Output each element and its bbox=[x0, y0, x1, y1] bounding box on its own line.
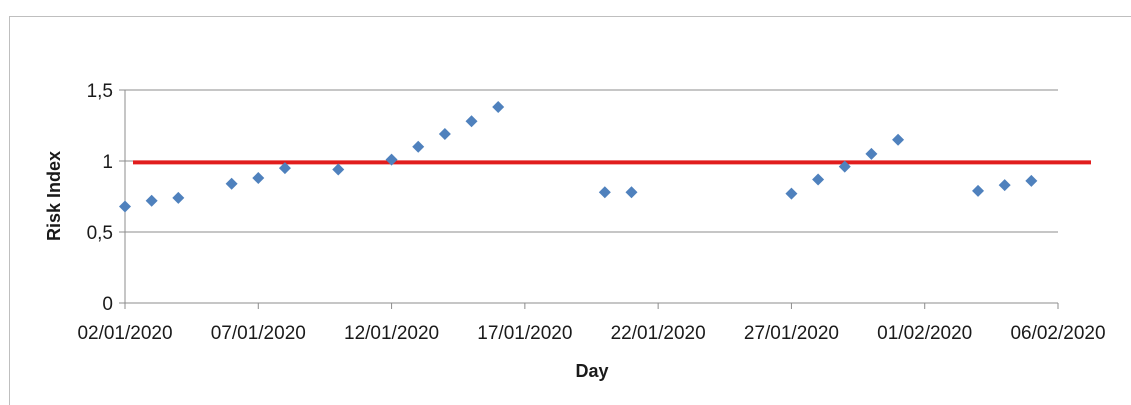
data-point bbox=[892, 133, 905, 146]
x-tick-label: 27/01/2020 bbox=[744, 323, 839, 344]
x-tick-label: 07/01/2020 bbox=[211, 323, 306, 344]
data-point bbox=[972, 184, 985, 197]
x-tick-label: 02/01/2020 bbox=[77, 323, 172, 344]
data-point bbox=[465, 115, 478, 128]
y-axis-title: Risk Index bbox=[44, 151, 64, 241]
axes bbox=[119, 89, 1059, 309]
data-point bbox=[838, 160, 851, 173]
x-tick-label: 06/02/2020 bbox=[1010, 323, 1105, 344]
data-point bbox=[438, 128, 451, 141]
x-tick-labels: 02/01/2020 07/01/2020 12/01/2020 17/01/2020… bbox=[77, 323, 1105, 344]
data-point bbox=[385, 153, 398, 166]
data-point bbox=[252, 172, 265, 185]
y-tick-label: 1,5 bbox=[87, 81, 113, 102]
y-tick-label: 0 bbox=[102, 294, 113, 315]
data-points bbox=[119, 101, 1038, 213]
chart-frame bbox=[9, 16, 1131, 405]
y-tick-label: 0,5 bbox=[87, 223, 113, 244]
x-tick-label: 01/02/2020 bbox=[877, 323, 972, 344]
data-point bbox=[1025, 174, 1038, 187]
data-point bbox=[225, 177, 238, 190]
data-point bbox=[998, 179, 1011, 192]
data-point bbox=[492, 101, 505, 114]
data-point bbox=[172, 191, 185, 204]
data-point bbox=[412, 140, 425, 153]
data-point bbox=[865, 147, 878, 160]
x-tick-label: 22/01/2020 bbox=[611, 323, 706, 344]
x-axis-title: Day bbox=[575, 361, 608, 381]
x-tick-label: 12/01/2020 bbox=[344, 323, 439, 344]
data-point bbox=[598, 186, 611, 199]
data-point bbox=[119, 200, 131, 213]
x-tick-label: 17/01/2020 bbox=[477, 323, 572, 344]
data-point bbox=[332, 163, 345, 176]
data-point bbox=[812, 173, 825, 186]
data-point bbox=[625, 186, 638, 199]
y-tick-labels: 0 0,5 1 1,5 bbox=[87, 81, 113, 315]
data-point bbox=[785, 187, 798, 200]
data-point bbox=[278, 162, 291, 175]
y-tick-label: 1 bbox=[102, 152, 113, 173]
data-point bbox=[145, 194, 158, 207]
